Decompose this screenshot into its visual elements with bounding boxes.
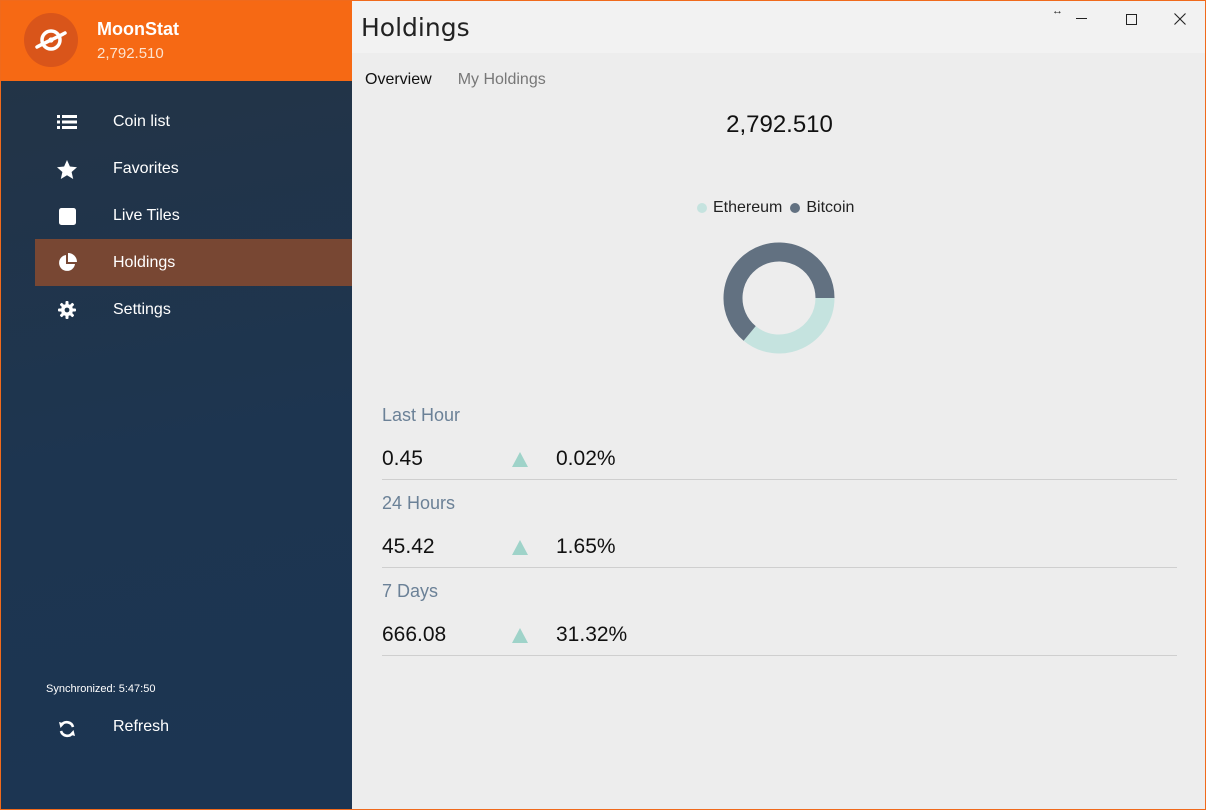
legend-entry-bitcoin[interactable]: Bitcoin — [790, 199, 854, 217]
chart-legend: Ethereum Bitcoin — [697, 199, 862, 217]
close-icon — [1174, 13, 1186, 25]
stat-row: 45.42 1.65% — [382, 535, 1177, 568]
refresh-icon — [57, 719, 77, 739]
trend-up-icon — [512, 540, 528, 555]
sidebar-item-holdings[interactable]: Holdings — [35, 239, 352, 286]
sidebar-item-label: Coin list — [113, 112, 170, 130]
pie-chart-icon — [57, 253, 77, 273]
donut-slice-ethereum[interactable] — [743, 297, 835, 354]
gear-icon — [57, 300, 77, 320]
stat-value: 45.42 — [382, 535, 435, 558]
legend-dot-icon — [697, 203, 707, 213]
donut-slice-bitcoin[interactable] — [723, 242, 835, 341]
holdings-total: 2,792.510 — [726, 111, 833, 138]
tab-overview[interactable]: Overview — [365, 71, 432, 88]
holdings-donut-chart — [723, 242, 835, 354]
maximize-icon — [1125, 13, 1137, 25]
stat-percent: 1.65% — [556, 535, 616, 558]
maximize-button[interactable] — [1109, 7, 1153, 31]
stat-24-hours: 24 Hours 45.42 1.65% — [382, 493, 1177, 581]
sidebar-item-label: Holdings — [113, 253, 176, 271]
sidebar-item-coin-list[interactable]: Coin list — [35, 98, 352, 145]
sidebar-item-label: Settings — [113, 300, 171, 318]
sidebar-item-label: Favorites — [113, 159, 179, 177]
trend-up-icon — [512, 452, 528, 467]
stat-last-hour: Last Hour 0.45 0.02% — [382, 405, 1177, 493]
stat-percent: 31.32% — [556, 623, 628, 646]
sidebar-item-settings[interactable]: Settings — [35, 286, 352, 333]
moonstat-logo-icon — [24, 13, 78, 67]
resize-arrows-icon[interactable]: ↔ — [1052, 5, 1063, 17]
main-content: Holdings ↔ Overview My Holdings 2,792.51… — [352, 1, 1205, 809]
stat-label: Last Hour — [382, 405, 461, 425]
legend-label: Ethereum — [713, 199, 783, 216]
stat-percent: 0.02% — [556, 447, 616, 470]
minimize-icon — [1075, 18, 1087, 19]
sidebar-nav: Coin list Favorites Live Tiles — [1, 98, 352, 333]
list-icon — [57, 112, 77, 132]
sync-status: Synchronized: 5:47:50 — [46, 683, 156, 695]
stat-value: 666.08 — [382, 623, 447, 646]
tab-my-holdings[interactable]: My Holdings — [457, 71, 546, 88]
legend-label: Bitcoin — [806, 199, 855, 216]
tile-icon — [57, 206, 77, 226]
refresh-button[interactable]: Refresh — [35, 705, 352, 751]
brand-header[interactable]: MoonStat 2,792.510 — [1, 1, 352, 81]
title-bar: Holdings ↔ — [352, 1, 1205, 53]
close-button[interactable] — [1158, 7, 1202, 31]
page-title: Holdings — [361, 13, 470, 42]
stats-section: Last Hour 0.45 0.02% 24 Hours 45.42 1.65… — [382, 405, 1177, 669]
sidebar-item-favorites[interactable]: Favorites — [35, 145, 352, 192]
sidebar-item-label: Live Tiles — [113, 206, 180, 224]
legend-entry-ethereum[interactable]: Ethereum — [697, 199, 782, 217]
stat-row: 666.08 31.32% — [382, 623, 1177, 656]
stat-label: 7 Days — [382, 581, 439, 601]
sidebar-item-live-tiles[interactable]: Live Tiles — [35, 192, 352, 239]
app-name: MoonStat — [97, 19, 179, 39]
trend-up-icon — [512, 628, 528, 643]
app-total-value: 2,792.510 — [97, 45, 164, 62]
minimize-button[interactable] — [1059, 7, 1103, 31]
tab-bar: Overview My Holdings — [365, 71, 546, 89]
sidebar: MoonStat 2,792.510 Coin list — [1, 1, 352, 809]
refresh-label: Refresh — [113, 718, 170, 735]
stat-7-days: 7 Days 666.08 31.32% — [382, 581, 1177, 669]
stat-label: 24 Hours — [382, 493, 456, 513]
star-icon — [57, 159, 77, 179]
legend-dot-icon — [790, 203, 801, 213]
stat-row: 0.45 0.02% — [382, 447, 1177, 480]
stat-value: 0.45 — [382, 447, 423, 470]
